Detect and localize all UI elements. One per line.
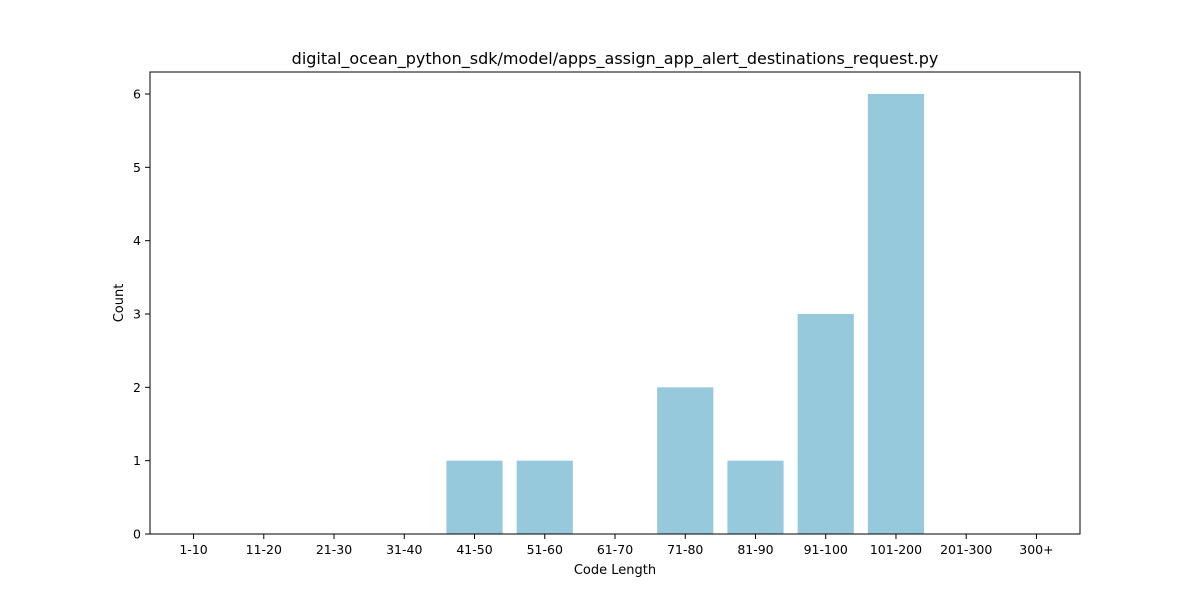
bar-81-90: [727, 460, 784, 534]
x-tick-label: 300+: [1019, 542, 1053, 557]
x-tick-label: 201-300: [940, 542, 992, 557]
chart-title: digital_ocean_python_sdk/model/apps_assi…: [292, 49, 939, 69]
bar-101-200: [867, 94, 925, 534]
x-tick-label: 31-40: [386, 542, 422, 557]
bars: [446, 94, 925, 534]
y-tick-label: 6: [133, 87, 141, 102]
x-axis-label: Code Length: [574, 563, 656, 578]
y-tick-label: 0: [133, 527, 141, 542]
x-tick-label: 81-90: [737, 542, 773, 557]
bar-51-60: [516, 460, 573, 534]
y-tick-label: 5: [133, 160, 141, 175]
bar-91-100: [797, 314, 854, 534]
x-tick-label: 21-30: [316, 542, 352, 557]
x-axis-ticks: 1-10 11-20 21-30 31-40 41-50 51-60 61-70 71-80 8…: [179, 534, 1054, 557]
bar-41-50: [446, 460, 503, 534]
bar-71-80: [657, 387, 714, 534]
plot-frame: [149, 71, 1081, 535]
x-tick-label: 41-50: [456, 542, 492, 557]
y-tick-label: 3: [133, 307, 141, 322]
x-tick-label: 61-70: [597, 542, 633, 557]
x-tick-label: 101-200: [870, 542, 922, 557]
y-tick-label: 1: [133, 453, 141, 468]
y-axis-ticks: 0 1 2 3 4 5 6: [133, 87, 150, 542]
x-tick-label: 11-20: [246, 542, 282, 557]
x-tick-label: 91-100: [804, 542, 848, 557]
y-axis-label: Count: [112, 284, 127, 323]
x-tick-label: 1-10: [179, 542, 207, 557]
y-tick-label: 2: [133, 380, 141, 395]
y-tick-label: 4: [133, 233, 141, 248]
x-tick-label: 71-80: [667, 542, 703, 557]
x-tick-label: 51-60: [527, 542, 563, 557]
